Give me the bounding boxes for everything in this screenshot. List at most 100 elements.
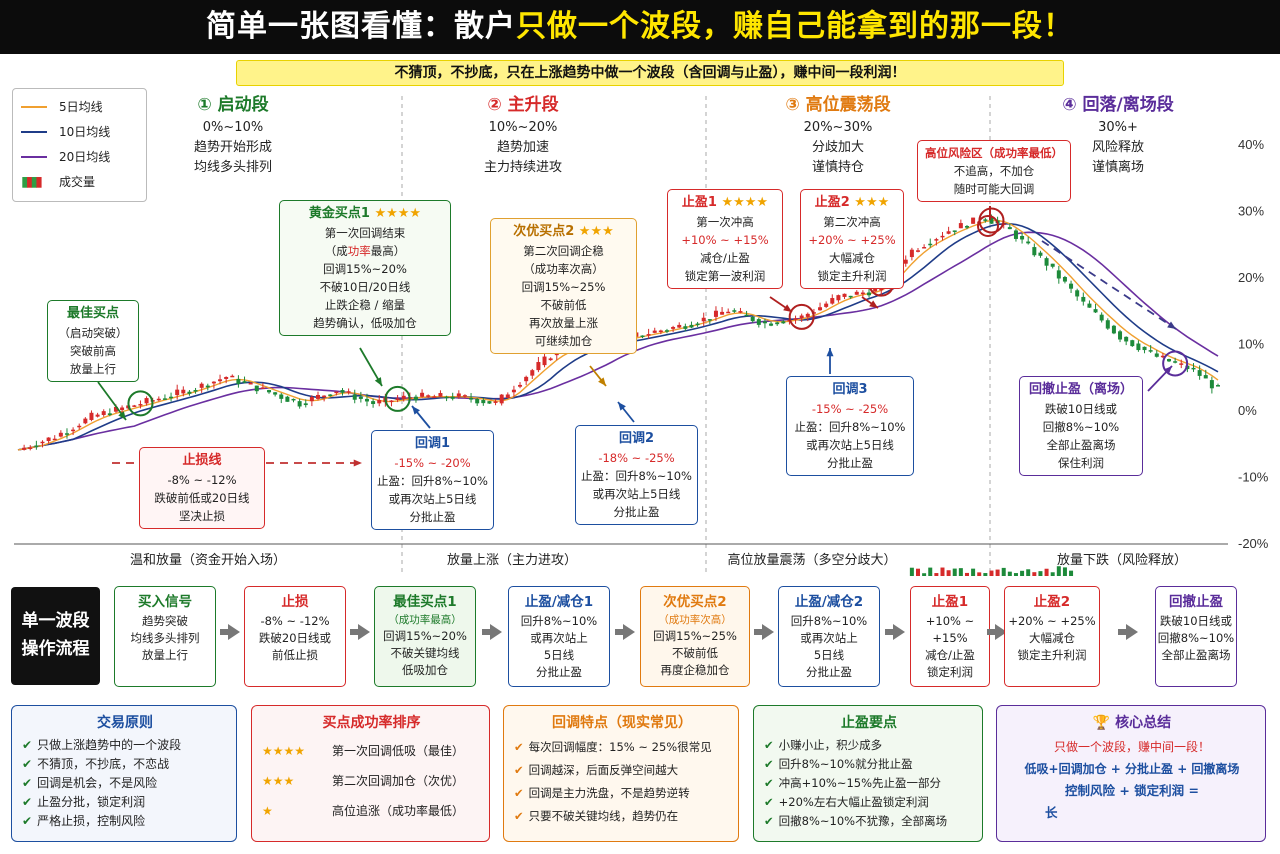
candle-body bbox=[64, 433, 69, 435]
candle-body bbox=[958, 223, 963, 229]
candle-body bbox=[469, 397, 474, 400]
best-buy-box: 最佳买点 （启动突破） 突破前高 放量上行 bbox=[47, 300, 139, 382]
candle-body bbox=[793, 318, 798, 320]
candle-body bbox=[120, 407, 125, 410]
candle-body bbox=[322, 395, 327, 398]
candle-body bbox=[701, 317, 706, 322]
candle-body bbox=[291, 398, 296, 401]
candle-body bbox=[364, 398, 369, 402]
flow-step: 止损 -8% ~ -12% 跌破20日线或 前低止损 bbox=[244, 586, 346, 687]
candle-body bbox=[83, 418, 88, 424]
y-tick-label: 0% bbox=[1238, 403, 1257, 418]
candle-body bbox=[542, 356, 547, 366]
candle-body bbox=[750, 316, 755, 322]
legend-ma20: 20日均线 bbox=[21, 144, 138, 169]
y-tick-label: 10% bbox=[1238, 337, 1264, 352]
panel-ranking: 买点成功率排序 ★★★★ 第一次回调低吸（最佳） ★★★ 第二次回调加仓（次优） ★… bbox=[251, 705, 490, 842]
pullback3-arrow-head bbox=[826, 348, 834, 357]
candle-body bbox=[316, 394, 320, 399]
volume-bar bbox=[916, 568, 920, 576]
candle-body bbox=[77, 425, 82, 428]
candle-body bbox=[989, 217, 994, 224]
volume-bar bbox=[1026, 569, 1031, 576]
candle-body bbox=[1099, 314, 1104, 321]
chart-legend: 5日均线 10日均线 20日均线 ▮▮▮▮ 成交量 bbox=[12, 88, 147, 202]
principle-item: ✔ 严格止损，控制风险 bbox=[22, 814, 146, 828]
panel-summary: 🏆 核心总结 只做一个波段，赚中间一段！ 低吸+回调加仓 + 分批止盈 + 回撤… bbox=[996, 705, 1266, 842]
principle-item: ✔ 止盈分批，锁定利润 bbox=[22, 795, 146, 809]
candle-body bbox=[652, 330, 657, 333]
decline-arrow bbox=[1041, 240, 1177, 330]
flow-step: 止盈/减仓1 回升8%~10% 或再次站上 5日线 分批止盈 bbox=[508, 586, 610, 687]
volume-bar bbox=[964, 572, 969, 576]
principle-item: ✔ 只做上涨趋势中的一个波段 bbox=[22, 738, 182, 752]
candle-body bbox=[518, 384, 523, 387]
candle-body bbox=[940, 235, 945, 238]
candle-body bbox=[952, 230, 957, 232]
title-banner: 简单一张图看懂：散户只做一个波段，赚自己能拿到的那一段！ bbox=[0, 0, 1280, 54]
flow-step: 回撤止盈 跌破10日线或 回撤8%~10% 全部止盈离场 bbox=[1155, 586, 1237, 687]
volume-label: 温和放量（资金开始入场） bbox=[130, 552, 286, 567]
volume-bar bbox=[1062, 567, 1067, 576]
pullback-1-box: 回调1 -15% ~ -20% 止盈：回升8%~10% 或再次站上5日线 分批止盈 bbox=[371, 430, 494, 530]
candle-body bbox=[830, 298, 835, 304]
candle-body bbox=[113, 406, 118, 412]
pullback2-arrow-head bbox=[618, 402, 626, 411]
candle-body bbox=[218, 379, 223, 382]
candle-body bbox=[1160, 355, 1165, 358]
candle-body bbox=[775, 322, 780, 325]
candle-body bbox=[352, 394, 357, 400]
candle-body bbox=[756, 319, 761, 325]
candle-body bbox=[677, 324, 682, 328]
volume-bar bbox=[1050, 572, 1055, 576]
candle-body bbox=[162, 398, 167, 400]
flow-label: 单一波段 操作流程 bbox=[11, 587, 100, 685]
candle-body bbox=[707, 319, 712, 321]
candle-body bbox=[873, 288, 878, 292]
candle-body bbox=[1069, 283, 1074, 289]
candle-body bbox=[848, 295, 853, 298]
candle-body bbox=[328, 394, 333, 396]
volume-bar bbox=[1038, 571, 1043, 576]
candle-body bbox=[720, 311, 725, 315]
volume-bar bbox=[983, 573, 988, 576]
candle-body bbox=[1191, 367, 1196, 370]
candle-body bbox=[236, 378, 241, 384]
candle-body bbox=[916, 250, 920, 252]
flow-arrow-icon bbox=[220, 624, 240, 640]
candle-body bbox=[646, 334, 651, 336]
candle-body bbox=[922, 247, 927, 249]
candle-body bbox=[285, 396, 290, 402]
flow-arrow-icon bbox=[754, 624, 774, 640]
best-buy-arrow-head bbox=[118, 411, 126, 420]
trophy-icon: 🏆 bbox=[1092, 715, 1111, 731]
panel-principles: 交易原则 ✔ 只做上涨趋势中的一个波段 ✔ 不猜顶，不抄底，不恋战 ✔ 回调是机会，不… bbox=[11, 705, 237, 842]
candle-body bbox=[309, 397, 314, 402]
candle-body bbox=[548, 358, 553, 361]
risk-zone-box: 高位风险区（成功率最低） 不追高，不加仓 随时可能大回调 bbox=[917, 140, 1071, 202]
candle-body bbox=[536, 362, 541, 371]
candle-body bbox=[842, 293, 847, 297]
candle-body bbox=[1148, 350, 1153, 352]
volume-bar bbox=[1001, 567, 1006, 576]
volume-label: 高位放量震荡（多空分歧大） bbox=[727, 552, 896, 567]
flow-arrow-icon bbox=[482, 624, 502, 640]
candle-body bbox=[46, 437, 51, 442]
phase-4: ④ 回落/离场段 30%+ 风险释放 谨慎离场 bbox=[1062, 95, 1174, 175]
flow-arrow-icon bbox=[350, 624, 370, 640]
volume-bar bbox=[952, 568, 957, 576]
volume-label: 放量下跌（风险释放） bbox=[1057, 552, 1187, 567]
flow-step: 最佳买点1 （成功率最高） 回调15%~20% 不破关键均线 低吸加仓 bbox=[374, 586, 476, 687]
candle-body bbox=[1050, 263, 1055, 267]
candle-body bbox=[487, 401, 492, 404]
candle-body bbox=[799, 315, 804, 319]
candle-body bbox=[1081, 296, 1086, 302]
candle-body bbox=[1044, 258, 1049, 266]
ma20-line bbox=[17, 231, 1219, 451]
volume-bar bbox=[934, 573, 939, 576]
candle-body bbox=[389, 400, 394, 403]
candle-body bbox=[1013, 230, 1018, 239]
candle-body bbox=[511, 389, 516, 393]
candle-body bbox=[1124, 336, 1129, 342]
volume-bar bbox=[1069, 570, 1074, 576]
